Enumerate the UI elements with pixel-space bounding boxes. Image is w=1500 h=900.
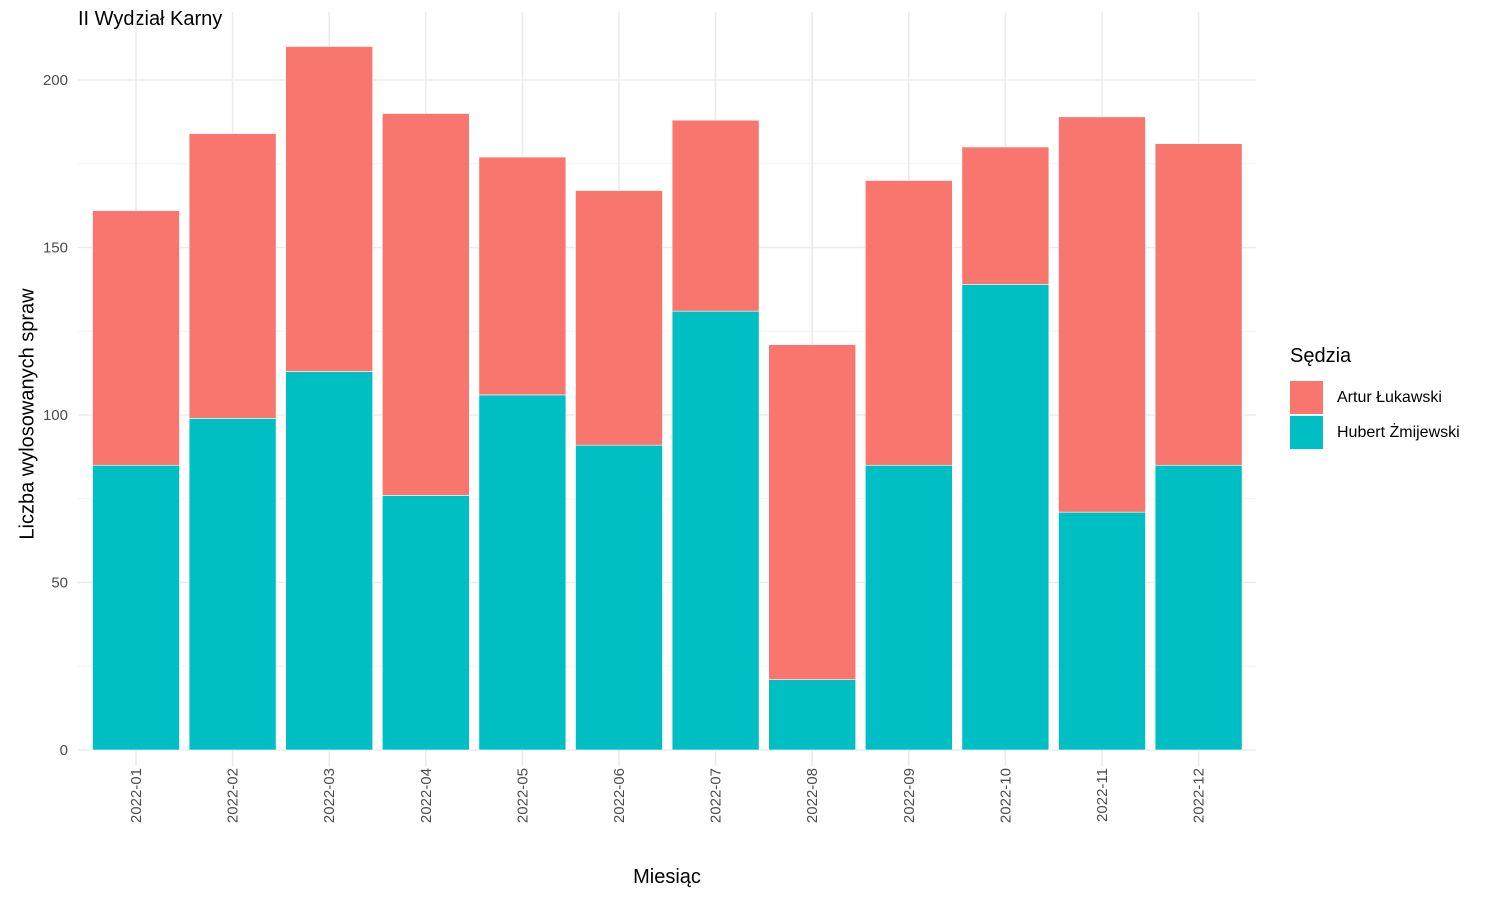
x-tick-label: 2022-06	[611, 768, 628, 823]
legend-swatch	[1290, 381, 1323, 414]
bar-artur-lukawski	[1154, 143, 1243, 466]
bar-artur-lukawski	[768, 344, 857, 680]
bar-artur-lukawski	[188, 133, 277, 419]
bar-artur-lukawski	[92, 210, 180, 466]
bar-hubert-zmijewski	[671, 310, 760, 751]
legend-label: Artur Łukawski	[1337, 388, 1442, 406]
bars	[92, 46, 1243, 751]
bar-hubert-zmijewski	[1154, 464, 1243, 751]
legend-item-hubert: Hubert Żmijewski	[1290, 415, 1460, 450]
x-tick-label: 2022-05	[514, 768, 531, 823]
y-tick-label: 100	[43, 407, 68, 424]
bar-hubert-zmijewski	[188, 418, 277, 751]
bar-hubert-zmijewski	[92, 464, 180, 751]
legend-label: Hubert Żmijewski	[1337, 423, 1460, 441]
y-tick-labels: 0 50 100 150 200	[43, 72, 68, 759]
x-tick-label: 2022-11	[1094, 768, 1111, 822]
bar-hubert-zmijewski	[961, 284, 1050, 751]
legend-item-artur: Artur Łukawski	[1290, 380, 1460, 415]
x-tick-label: 2022-09	[901, 768, 918, 823]
bar-artur-lukawski	[864, 180, 953, 466]
chart-title: II Wydział Karny	[78, 8, 223, 30]
bar-artur-lukawski	[381, 113, 470, 496]
legend-swatch	[1290, 416, 1323, 449]
x-tick-label: 2022-10	[997, 768, 1014, 823]
y-tick-label: 150	[43, 240, 68, 257]
bar-artur-lukawski	[961, 146, 1050, 285]
x-tick-label: 2022-01	[128, 768, 145, 823]
bar-hubert-zmijewski	[381, 495, 470, 751]
x-axis-label: Miesiąc	[633, 866, 701, 888]
bar-hubert-zmijewski	[478, 394, 567, 751]
x-tick-label: 2022-08	[804, 768, 821, 823]
bar-hubert-zmijewski	[1058, 511, 1146, 751]
x-tick-label: 2022-03	[321, 768, 338, 823]
bar-hubert-zmijewski	[768, 679, 857, 751]
y-tick-label: 0	[60, 742, 68, 759]
x-tick-label: 2022-04	[418, 768, 435, 823]
bar-artur-lukawski	[575, 190, 663, 446]
bar-hubert-zmijewski	[575, 444, 663, 751]
bar-artur-lukawski	[1058, 116, 1146, 513]
bar-artur-lukawski	[671, 119, 760, 312]
bar-hubert-zmijewski	[864, 464, 953, 751]
bar-hubert-zmijewski	[285, 371, 374, 751]
legend: Sędzia Artur Łukawski Hubert Żmijewski	[1290, 345, 1460, 450]
y-tick-label: 200	[43, 72, 68, 89]
x-tick-label: 2022-02	[225, 768, 242, 823]
x-tick-label: 2022-12	[1191, 768, 1208, 823]
legend-title: Sędzia	[1290, 345, 1352, 367]
y-tick-label: 50	[51, 575, 68, 592]
bar-artur-lukawski	[285, 46, 374, 372]
bar-artur-lukawski	[478, 156, 567, 396]
x-tick-label: 2022-07	[708, 768, 725, 823]
x-tick-labels: 2022-01 2022-02 2022-03 2022-04 2022-05 2022-…	[128, 768, 1208, 823]
